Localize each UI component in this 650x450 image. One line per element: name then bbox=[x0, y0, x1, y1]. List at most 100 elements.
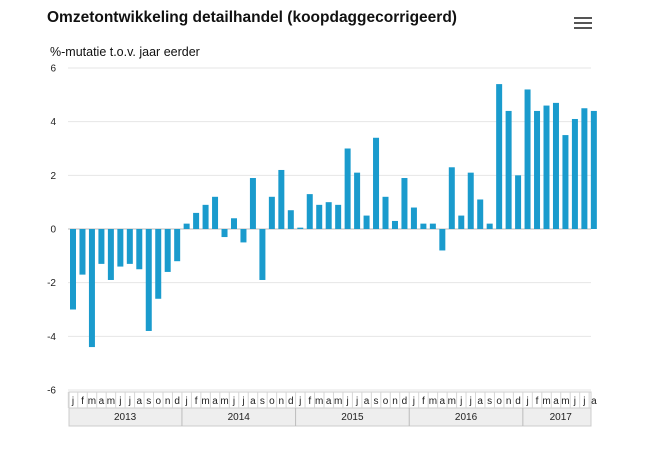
x-tick-label: m bbox=[542, 396, 550, 407]
bar bbox=[249, 178, 256, 229]
x-tick-label: s bbox=[146, 396, 151, 407]
x-tick-label: o bbox=[269, 396, 275, 407]
x-tick-label: j bbox=[346, 396, 349, 407]
bar bbox=[515, 175, 522, 229]
bar bbox=[363, 215, 370, 229]
bar bbox=[155, 229, 162, 299]
x-tick-label: j bbox=[241, 396, 244, 407]
x-tick-label: j bbox=[412, 396, 415, 407]
bar bbox=[448, 167, 455, 229]
bar bbox=[202, 204, 209, 229]
bar bbox=[193, 212, 200, 229]
bar bbox=[287, 210, 294, 229]
bar bbox=[373, 137, 380, 229]
x-tick-label: f bbox=[422, 396, 425, 407]
bar bbox=[145, 229, 152, 331]
x-tick-label: m bbox=[334, 396, 342, 407]
y-axis-label: %-mutatie t.o.v. jaar eerder bbox=[50, 45, 200, 59]
bar bbox=[126, 229, 133, 264]
x-tick-label: d bbox=[515, 396, 521, 407]
x-tick-label: m bbox=[107, 396, 115, 407]
bar bbox=[391, 220, 398, 229]
x-tick-label: a bbox=[440, 396, 446, 407]
x-tick-label: m bbox=[429, 396, 437, 407]
bar bbox=[183, 223, 190, 229]
x-tick-label: f bbox=[536, 396, 539, 407]
bar bbox=[477, 199, 484, 229]
year-label: 2017 bbox=[550, 412, 573, 423]
x-tick-label: a bbox=[137, 396, 143, 407]
bar bbox=[439, 229, 446, 251]
x-tick-label: o bbox=[496, 396, 502, 407]
x-tick-label: m bbox=[561, 396, 569, 407]
bar bbox=[316, 204, 323, 229]
bar bbox=[486, 223, 493, 229]
bar bbox=[278, 169, 285, 229]
bar bbox=[382, 196, 389, 229]
x-tick-label: j bbox=[118, 396, 121, 407]
bar bbox=[344, 148, 351, 229]
x-tick-label: j bbox=[355, 396, 358, 407]
bar bbox=[259, 229, 266, 280]
bar bbox=[240, 229, 247, 243]
bar bbox=[297, 227, 304, 229]
bar bbox=[534, 110, 541, 229]
x-tick-label: j bbox=[582, 396, 585, 407]
x-tick-label: j bbox=[71, 396, 74, 407]
bar bbox=[354, 172, 361, 229]
hamburger-menu-icon[interactable] bbox=[574, 17, 592, 31]
bar bbox=[552, 102, 559, 229]
x-tick-label: j bbox=[232, 396, 235, 407]
x-tick-label: o bbox=[383, 396, 389, 407]
year-label: 2014 bbox=[228, 412, 251, 423]
bar bbox=[306, 194, 313, 229]
bar bbox=[221, 229, 228, 238]
bar bbox=[136, 229, 143, 270]
year-label: 2016 bbox=[455, 412, 478, 423]
x-tick-label: s bbox=[260, 396, 265, 407]
bar bbox=[524, 89, 531, 229]
bar bbox=[164, 229, 171, 272]
bar bbox=[79, 229, 86, 275]
x-tick-label: m bbox=[315, 396, 323, 407]
x-tick-label: j bbox=[459, 396, 462, 407]
y-tick-label: 6 bbox=[50, 64, 56, 75]
x-tick-label: a bbox=[250, 396, 256, 407]
bar bbox=[268, 196, 275, 229]
bar bbox=[174, 229, 181, 262]
y-tick-label: -6 bbox=[47, 386, 56, 397]
x-tick-label: a bbox=[364, 396, 370, 407]
bar bbox=[335, 204, 342, 229]
bar bbox=[410, 207, 417, 229]
x-tick-label: n bbox=[279, 396, 285, 407]
x-tick-label: n bbox=[165, 396, 171, 407]
x-tick-label: j bbox=[128, 396, 131, 407]
x-tick-label: m bbox=[220, 396, 228, 407]
x-tick-label: j bbox=[469, 396, 472, 407]
x-tick-label: a bbox=[326, 396, 332, 407]
bar bbox=[496, 84, 503, 229]
y-tick-label: 0 bbox=[50, 225, 56, 236]
bar bbox=[230, 218, 237, 229]
bar bbox=[70, 229, 76, 310]
x-tick-label: d bbox=[288, 396, 294, 407]
bar bbox=[98, 229, 105, 264]
bar bbox=[88, 229, 95, 348]
x-tick-label: f bbox=[195, 396, 198, 407]
x-tick-label: m bbox=[88, 396, 96, 407]
x-tick-label: a bbox=[477, 396, 483, 407]
x-tick-label: a bbox=[212, 396, 218, 407]
bar bbox=[543, 105, 550, 229]
bar bbox=[571, 118, 578, 229]
bar bbox=[212, 196, 219, 229]
x-tick-label: d bbox=[174, 396, 180, 407]
y-tick-label: 2 bbox=[50, 171, 56, 182]
bar bbox=[590, 110, 597, 229]
x-tick-label: f bbox=[81, 396, 84, 407]
year-label: 2015 bbox=[341, 412, 364, 423]
x-tick-label: j bbox=[298, 396, 301, 407]
bar bbox=[458, 215, 465, 229]
bar bbox=[581, 108, 588, 229]
y-tick-label: 4 bbox=[50, 117, 56, 128]
x-tick-label: s bbox=[374, 396, 379, 407]
